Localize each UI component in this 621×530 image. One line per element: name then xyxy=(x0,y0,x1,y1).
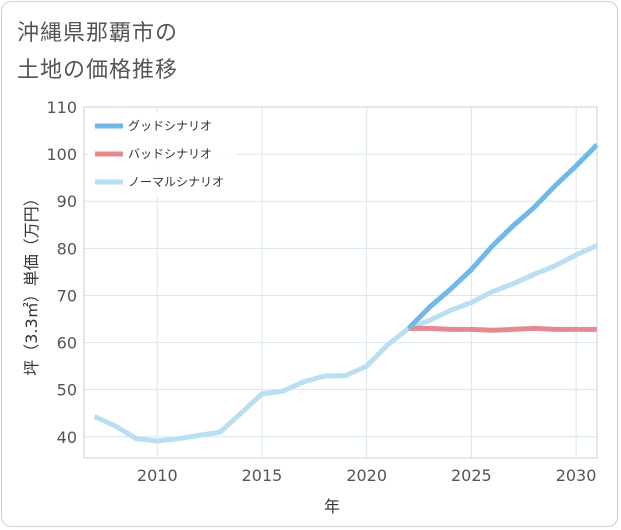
y-tick-label: 60 xyxy=(57,334,77,353)
x-tick-label: 2020 xyxy=(346,466,387,485)
x-axis-ticks: 2010 2015 2020 2025 2030 xyxy=(137,466,596,485)
x-axis-label: 年 xyxy=(324,497,340,516)
x-tick-label: 2010 xyxy=(137,466,178,485)
plot-frame xyxy=(83,106,598,459)
y-tick-label: 50 xyxy=(57,381,77,400)
legend-label-2: ノーマルシナリオ xyxy=(128,175,224,189)
y-tick-label: 70 xyxy=(57,286,77,305)
series-line-2 xyxy=(93,243,599,444)
legend-label-0: グッドシナリオ xyxy=(128,119,212,133)
title-line-2: 土地の価格推移 xyxy=(17,58,179,83)
chart-title: 沖縄県那覇市の 土地の価格推移 xyxy=(17,15,178,89)
y-tick-label: 110 xyxy=(46,98,77,117)
y-axis-ticks: 40 50 60 70 80 90 100 110 xyxy=(46,98,77,447)
y-tick-label: 90 xyxy=(57,192,77,211)
series-line-1 xyxy=(408,325,597,333)
x-tick-label: 2015 xyxy=(242,466,283,485)
x-tick-label: 2025 xyxy=(451,466,492,485)
series-line-0 xyxy=(406,142,599,331)
y-tick-label: 80 xyxy=(57,239,77,258)
y-axis-label: 坪（3.3㎡）単価（万円） xyxy=(22,190,41,375)
y-tick-label: 100 xyxy=(46,145,77,164)
title-line-1: 沖縄県那覇市の xyxy=(17,21,179,46)
x-tick-label: 2030 xyxy=(556,466,597,485)
series-lines xyxy=(93,142,599,444)
legend-label-1: バッドシナリオ xyxy=(128,147,212,161)
y-tick-label: 40 xyxy=(57,428,77,447)
